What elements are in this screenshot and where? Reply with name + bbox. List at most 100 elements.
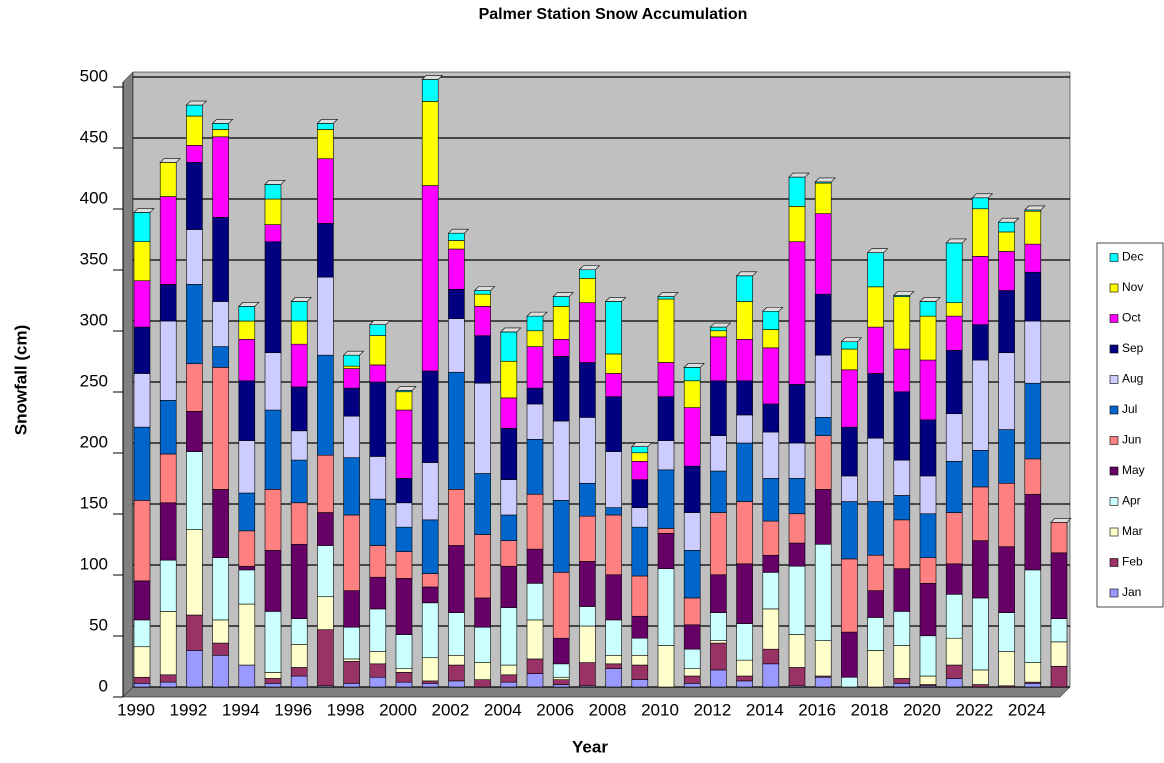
bar-segment xyxy=(893,348,911,393)
bar-segment xyxy=(238,664,256,688)
bar-segment xyxy=(998,231,1015,252)
bar-segment xyxy=(605,663,622,670)
y-tick-label: 450 xyxy=(80,127,108,146)
bar-segment xyxy=(631,575,649,617)
bar-segment xyxy=(972,684,989,688)
bar-segment xyxy=(657,440,675,471)
bar-segment xyxy=(369,456,387,500)
y-tick-label: 100 xyxy=(80,554,108,573)
bar-segment xyxy=(788,206,806,243)
legend-label: Oct xyxy=(1122,311,1141,325)
bar-segment xyxy=(683,648,701,669)
bar-segment xyxy=(317,629,334,687)
bar-segment xyxy=(788,634,806,668)
bar-top xyxy=(866,248,889,253)
bar-segment xyxy=(552,679,570,685)
bar-segment xyxy=(657,469,675,529)
bar-segment xyxy=(159,559,177,612)
bar-segment xyxy=(841,631,858,678)
bar-segment xyxy=(526,658,544,674)
bar-segment xyxy=(343,387,360,417)
bar-segment xyxy=(369,576,387,610)
bar-segment xyxy=(264,352,282,411)
bar-segment xyxy=(945,460,963,513)
bar-segment xyxy=(186,614,203,651)
bar-segment xyxy=(605,451,622,508)
bar-segment xyxy=(500,540,518,567)
bar-segment xyxy=(998,221,1015,233)
bar-segment xyxy=(212,654,229,688)
bar-segment xyxy=(683,668,701,677)
bar-top xyxy=(893,291,915,296)
bar-segment xyxy=(212,129,229,138)
bar-segment xyxy=(552,356,570,422)
bar-segment xyxy=(841,475,858,502)
x-tick-label: 2010 xyxy=(641,700,679,719)
bar-segment xyxy=(579,561,596,607)
bar-segment xyxy=(736,675,753,682)
bar-top xyxy=(657,292,679,297)
legend-swatch xyxy=(1109,466,1119,476)
bar-top xyxy=(919,297,941,302)
side-wall xyxy=(122,71,134,698)
bar-segment xyxy=(683,597,701,626)
bar-segment xyxy=(421,586,439,604)
x-tick-label: 2022 xyxy=(955,700,993,719)
y-axis-title: Snowfall (cm) xyxy=(11,325,30,436)
bar-top xyxy=(578,265,601,271)
bar-segment xyxy=(867,437,884,502)
x-tick-label: 2008 xyxy=(589,700,627,719)
bar-segment xyxy=(395,502,413,528)
bar-segment xyxy=(657,645,675,688)
bar-segment xyxy=(238,338,256,382)
bar-segment xyxy=(657,568,675,646)
bar-segment xyxy=(133,676,151,684)
bar-segment xyxy=(867,554,884,591)
bar-segment xyxy=(133,326,151,374)
bar-top xyxy=(473,286,496,291)
bar-segment xyxy=(893,678,911,684)
bar-segment xyxy=(552,684,570,688)
bar-segment xyxy=(238,603,256,666)
bar-top xyxy=(788,172,810,178)
bar-segment xyxy=(841,348,858,371)
bar-segment xyxy=(736,501,753,565)
bar-segment xyxy=(552,572,570,639)
bar-segment xyxy=(500,607,518,666)
bar-segment xyxy=(500,360,518,399)
bar-segment xyxy=(683,380,701,408)
bar-segment xyxy=(264,550,282,612)
bar-segment xyxy=(972,669,989,685)
x-tick-label: 2004 xyxy=(484,700,522,719)
y-tick-label: 0 xyxy=(99,676,108,695)
legend-label: Mar xyxy=(1122,524,1143,538)
bar-segment xyxy=(788,176,806,207)
bar-segment xyxy=(919,475,937,515)
bar-segment xyxy=(526,403,544,440)
x-tick-label: 2018 xyxy=(851,700,889,719)
bar-segment xyxy=(919,557,937,584)
bar-segment xyxy=(448,680,465,688)
bar-segment xyxy=(867,373,884,439)
bar-segment xyxy=(945,349,963,415)
bar-segment xyxy=(631,637,649,656)
bar-segment xyxy=(631,654,649,666)
bar-segment xyxy=(290,675,308,688)
bar-segment xyxy=(369,676,387,688)
legend-label: Dec xyxy=(1122,250,1143,264)
y-tick-label: 300 xyxy=(80,310,108,329)
bar-segment xyxy=(448,288,465,319)
bar-segment xyxy=(395,391,413,411)
bar-segment xyxy=(867,326,884,374)
bar-segment xyxy=(893,645,911,679)
bar-segment xyxy=(1050,665,1068,688)
bar-segment xyxy=(238,565,256,571)
bar-segment xyxy=(998,546,1015,613)
legend-swatch xyxy=(1109,588,1119,598)
bar-segment xyxy=(736,442,753,502)
bar-segment xyxy=(998,612,1015,652)
bar-segment xyxy=(421,185,439,372)
bar-segment xyxy=(448,240,465,250)
bar-top xyxy=(997,217,1020,223)
